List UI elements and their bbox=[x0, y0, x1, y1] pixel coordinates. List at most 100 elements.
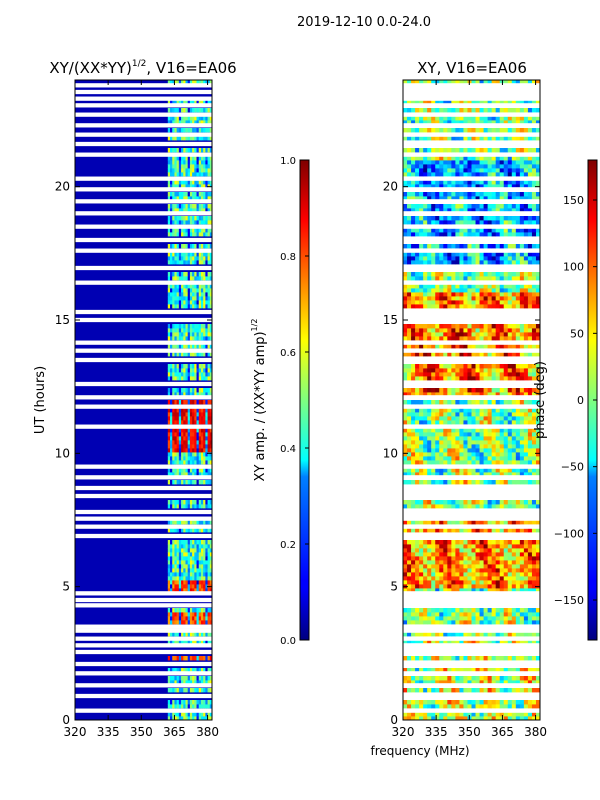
right-heatmap-cell bbox=[479, 680, 484, 685]
right-heatmap-cell bbox=[491, 208, 497, 213]
left-flagged-row bbox=[75, 132, 212, 137]
right-heatmap-cell bbox=[467, 204, 472, 209]
left-heatmap-cell bbox=[203, 584, 206, 589]
right-heatmap-cell bbox=[467, 368, 472, 373]
right-heatmap-cell bbox=[455, 700, 460, 705]
right-heatmap-cell bbox=[531, 184, 537, 189]
left-heatmap-cell bbox=[172, 256, 175, 261]
left-heatmap-cell bbox=[183, 452, 186, 457]
right-heatmap-cell bbox=[435, 392, 440, 397]
left-heatmap-cell bbox=[187, 352, 191, 357]
left-heatmap-cell bbox=[192, 688, 195, 693]
right-heatmap-cell bbox=[423, 588, 428, 593]
left-heatmap-cell bbox=[181, 620, 184, 625]
right-heatmap-cell bbox=[423, 232, 428, 237]
right-heatmap-cell bbox=[459, 656, 464, 661]
right-heatmap-cell bbox=[495, 252, 501, 257]
right-heatmap-cell bbox=[523, 180, 529, 185]
right-heatmap-cell bbox=[531, 388, 537, 393]
right-heatmap-cell bbox=[431, 372, 436, 377]
right-heatmap-cell bbox=[519, 460, 525, 465]
left-heatmap-cell bbox=[185, 168, 189, 173]
left-heatmap-cell bbox=[192, 168, 195, 173]
right-heatmap-cell bbox=[523, 448, 529, 453]
right-heatmap-cell bbox=[443, 452, 448, 457]
right-heatmap-cell bbox=[511, 436, 517, 441]
right-heatmap-cell bbox=[519, 372, 525, 377]
left-heatmap-cell bbox=[178, 148, 182, 153]
right-heatmap-cell bbox=[499, 616, 505, 621]
right-heatmap-cell bbox=[463, 440, 468, 445]
left-heatmap-cell bbox=[209, 324, 212, 329]
right-heatmap-cell bbox=[447, 392, 452, 397]
right-heatmap-cell bbox=[483, 352, 489, 357]
right-heatmap-cell bbox=[451, 364, 456, 369]
left-heatmap-cell bbox=[209, 156, 212, 161]
right-heatmap-cell bbox=[491, 460, 497, 465]
right-heatmap-cell bbox=[411, 584, 416, 589]
right-heatmap-cell bbox=[419, 472, 424, 477]
right-heatmap-cell bbox=[459, 428, 464, 433]
left-heatmap-cell bbox=[176, 448, 180, 453]
right-heatmap-cell bbox=[431, 288, 436, 293]
right-heatmap-cell bbox=[459, 548, 464, 553]
left-heatmap-cell bbox=[183, 640, 186, 645]
right-heatmap-cell bbox=[499, 552, 505, 557]
left-heatmap-cell bbox=[167, 456, 171, 461]
right-heatmap-cell bbox=[435, 328, 440, 333]
left-heatmap-cell bbox=[167, 324, 171, 329]
left-heatmap-cell bbox=[178, 372, 182, 377]
right-heatmap-cell bbox=[467, 432, 472, 437]
right-heatmap-cell bbox=[507, 344, 513, 349]
right-heatmap-cell bbox=[407, 192, 412, 197]
right-heatmap-cell bbox=[451, 656, 456, 661]
right-heatmap-cell bbox=[455, 344, 460, 349]
right-heatmap-cell bbox=[415, 452, 420, 457]
left-heatmap-cell bbox=[176, 220, 180, 225]
right-heatmap-cell bbox=[479, 472, 484, 477]
right-heatmap-cell bbox=[535, 440, 540, 445]
right-heatmap-cell bbox=[531, 620, 537, 625]
left-heatmap-cell bbox=[178, 620, 182, 625]
left-heatmap-cell bbox=[207, 272, 211, 277]
left-heatmap-cell bbox=[196, 344, 200, 349]
left-heatmap-cell bbox=[203, 468, 206, 473]
right-heatmap-cell bbox=[423, 180, 428, 185]
right-heatmap-cell bbox=[495, 436, 501, 441]
left-heatmap-cell bbox=[187, 680, 191, 685]
left-heatmap-cell bbox=[194, 172, 197, 177]
left-heatmap-cell bbox=[172, 216, 175, 221]
left-heatmap-cell bbox=[183, 584, 186, 589]
left-heatmap-cell bbox=[187, 296, 191, 301]
left-heatmap-cell bbox=[178, 448, 182, 453]
right-heatmap-cell bbox=[443, 184, 448, 189]
left-heatmap-cell bbox=[203, 196, 206, 201]
right-heatmap-cell bbox=[463, 580, 468, 585]
left-heatmap-cell bbox=[172, 156, 175, 161]
right-heatmap-cell bbox=[515, 296, 521, 301]
right-heatmap-cell bbox=[471, 420, 476, 425]
right-heatmap-cell bbox=[459, 220, 464, 225]
right-heatmap-cell bbox=[475, 440, 480, 445]
left-heatmap-cell bbox=[194, 584, 197, 589]
left-heatmap-cell bbox=[176, 500, 180, 505]
left-heatmap-cell bbox=[187, 128, 191, 133]
left-heatmap-cell bbox=[172, 688, 175, 693]
right-heatmap-cell bbox=[419, 276, 424, 281]
left-heatmap-cell bbox=[205, 528, 208, 533]
left-heatmap-cell bbox=[196, 228, 200, 233]
left-heatmap-cell bbox=[194, 80, 197, 85]
left-heatmap-cell bbox=[200, 232, 204, 237]
left-flagged-row bbox=[75, 624, 212, 629]
left-heatmap-cell bbox=[203, 560, 206, 565]
left-heatmap-cell bbox=[200, 164, 204, 169]
right-heatmap-cell bbox=[535, 668, 540, 673]
right-heatmap-cell bbox=[455, 284, 460, 289]
right-heatmap-cell bbox=[471, 632, 476, 637]
left-heatmap-cell bbox=[170, 196, 173, 201]
right-heatmap-cell bbox=[451, 220, 456, 225]
left-heatmap-cell bbox=[181, 456, 184, 461]
left-heatmap-cell bbox=[203, 332, 206, 337]
right-heatmap-cell bbox=[455, 324, 460, 329]
